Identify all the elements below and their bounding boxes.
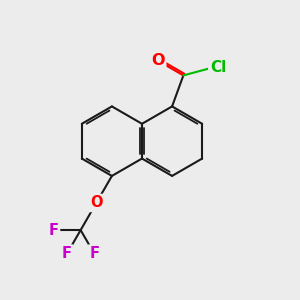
Text: F: F xyxy=(62,246,72,261)
Text: Cl: Cl xyxy=(210,60,226,75)
Text: O: O xyxy=(151,52,164,68)
Text: O: O xyxy=(90,196,103,211)
Text: F: F xyxy=(49,223,58,238)
Text: F: F xyxy=(89,246,99,261)
